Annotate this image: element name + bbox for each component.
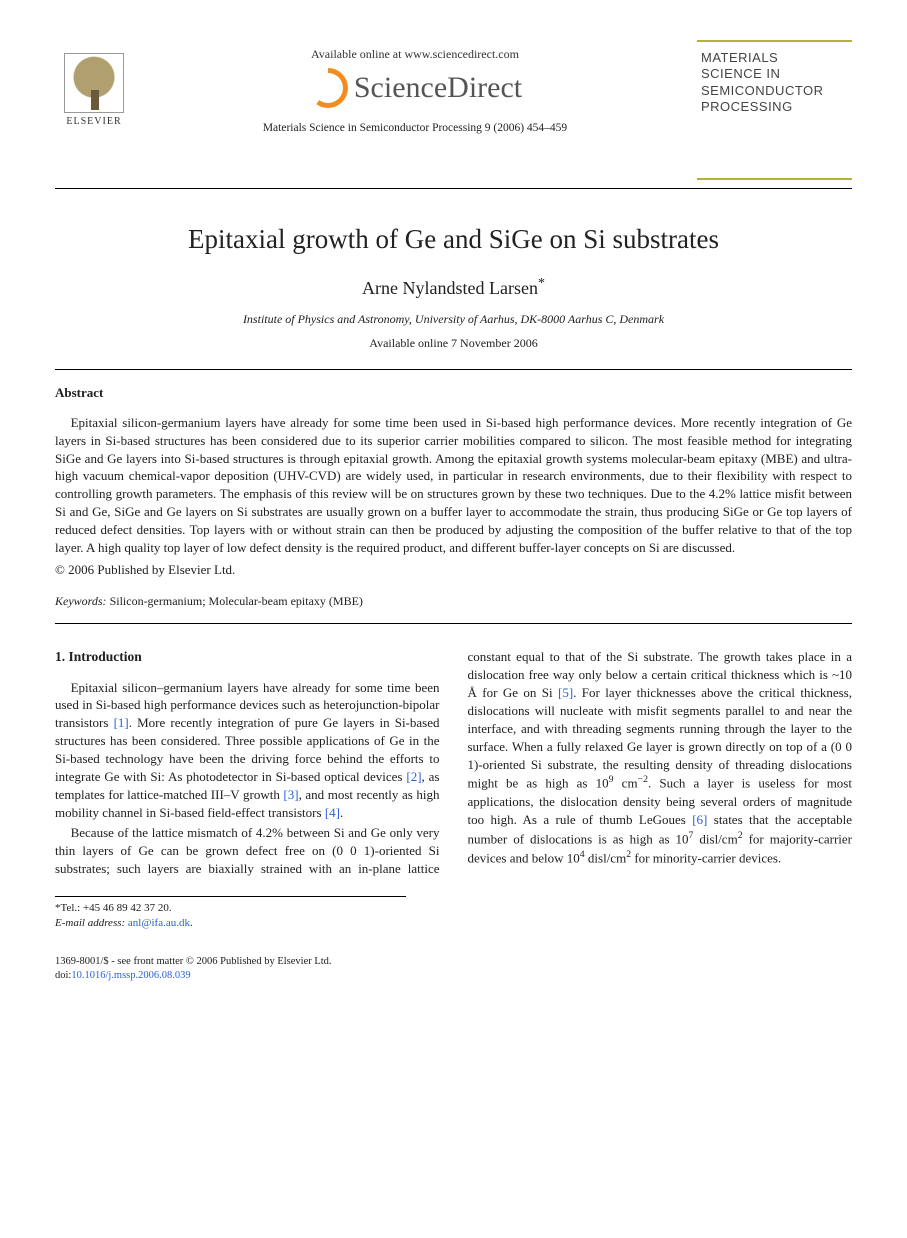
keywords-line: Keywords: Silicon-germanium; Molecular-b…	[55, 593, 852, 609]
available-online-date: Available online 7 November 2006	[55, 335, 852, 351]
keywords-label: Keywords:	[55, 594, 107, 608]
elsevier-logo: ELSEVIER	[55, 40, 133, 128]
corresponding-footnote: *Tel.: +45 46 89 42 37 20. E-mail addres…	[55, 896, 406, 931]
journal-title-box: MATERIALS SCIENCE IN SEMICONDUCTOR PROCE…	[697, 40, 852, 180]
journal-box-line-1: MATERIALS	[701, 50, 848, 66]
author-line: Arne Nylandsted Larsen*	[55, 275, 852, 300]
journal-box-line-3: SEMICONDUCTOR	[701, 83, 848, 99]
ref-6-link[interactable]: [6]	[692, 812, 707, 827]
p2-seg-j: for minority-carrier devices.	[631, 850, 781, 865]
sciencedirect-swoosh-icon	[308, 68, 348, 108]
issn-line: 1369-8001/$ - see front matter © 2006 Pu…	[55, 955, 852, 969]
abstract-bottom-rule	[55, 623, 852, 624]
header-center: Available online at www.sciencedirect.co…	[133, 40, 697, 136]
footnote-tel: *Tel.: +45 46 89 42 37 20.	[55, 901, 406, 916]
affiliation: Institute of Physics and Astronomy, Univ…	[55, 311, 852, 327]
elsevier-wordmark: ELSEVIER	[66, 115, 121, 129]
bottom-meta: 1369-8001/$ - see front matter © 2006 Pu…	[55, 955, 852, 983]
journal-box-line-4: PROCESSING	[701, 99, 848, 115]
footnote-email-link[interactable]: anl@ifa.au.dk	[128, 917, 190, 929]
article-title: Epitaxial growth of Ge and SiGe on Si su…	[55, 221, 852, 257]
abstract-heading: Abstract	[55, 384, 852, 402]
footnote-email-label: E-mail address:	[55, 917, 125, 929]
journal-box-line-2: SCIENCE IN	[701, 66, 848, 82]
sciencedirect-logo: ScienceDirect	[308, 68, 522, 109]
p1-seg-e: .	[340, 805, 343, 820]
footnote-tel-label: *Tel.:	[55, 902, 83, 914]
ref-1-link[interactable]: [1]	[114, 715, 129, 730]
doi-link[interactable]: 10.1016/j.mssp.2006.08.039	[71, 970, 190, 981]
doi-label: doi:	[55, 970, 71, 981]
body-columns: 1. Introduction Epitaxial silicon–german…	[55, 648, 852, 878]
section-1-heading: 1. Introduction	[55, 648, 440, 667]
keywords-text: Silicon-germanium; Molecular-beam epitax…	[107, 594, 363, 608]
corresponding-marker: *	[538, 276, 545, 291]
footnote-email-tail: .	[190, 917, 193, 929]
abstract-text: Epitaxial silicon-germanium layers have …	[55, 414, 852, 558]
p2-seg-g: disl/cm	[693, 831, 737, 846]
journal-reference: Materials Science in Semiconductor Proce…	[133, 121, 697, 137]
ref-5-link[interactable]: [5]	[558, 685, 573, 700]
p2-seg-d: cm	[614, 776, 638, 791]
doi-line: doi:10.1016/j.mssp.2006.08.039	[55, 969, 852, 983]
sciencedirect-wordmark: ScienceDirect	[354, 68, 522, 109]
p2-seg-i: disl/cm	[585, 850, 627, 865]
ref-2-link[interactable]: [2]	[406, 769, 421, 784]
abstract-top-rule	[55, 369, 852, 370]
footnote-email-row: E-mail address: anl@ifa.au.dk.	[55, 916, 406, 931]
elsevier-tree-icon	[64, 53, 124, 113]
ref-3-link[interactable]: [3]	[283, 787, 298, 802]
page-header: ELSEVIER Available online at www.science…	[55, 40, 852, 180]
intro-paragraph-1: Epitaxial silicon–germanium layers have …	[55, 679, 440, 823]
author-name: Arne Nylandsted Larsen	[362, 278, 538, 298]
footnote-tel-number: +45 46 89 42 37 20.	[83, 902, 172, 914]
header-rule	[55, 188, 852, 189]
available-online-line: Available online at www.sciencedirect.co…	[133, 46, 697, 62]
ref-4-link[interactable]: [4]	[325, 805, 340, 820]
sup-minus-2: −2	[638, 774, 648, 785]
copyright-line: © 2006 Published by Elsevier Ltd.	[55, 561, 852, 579]
